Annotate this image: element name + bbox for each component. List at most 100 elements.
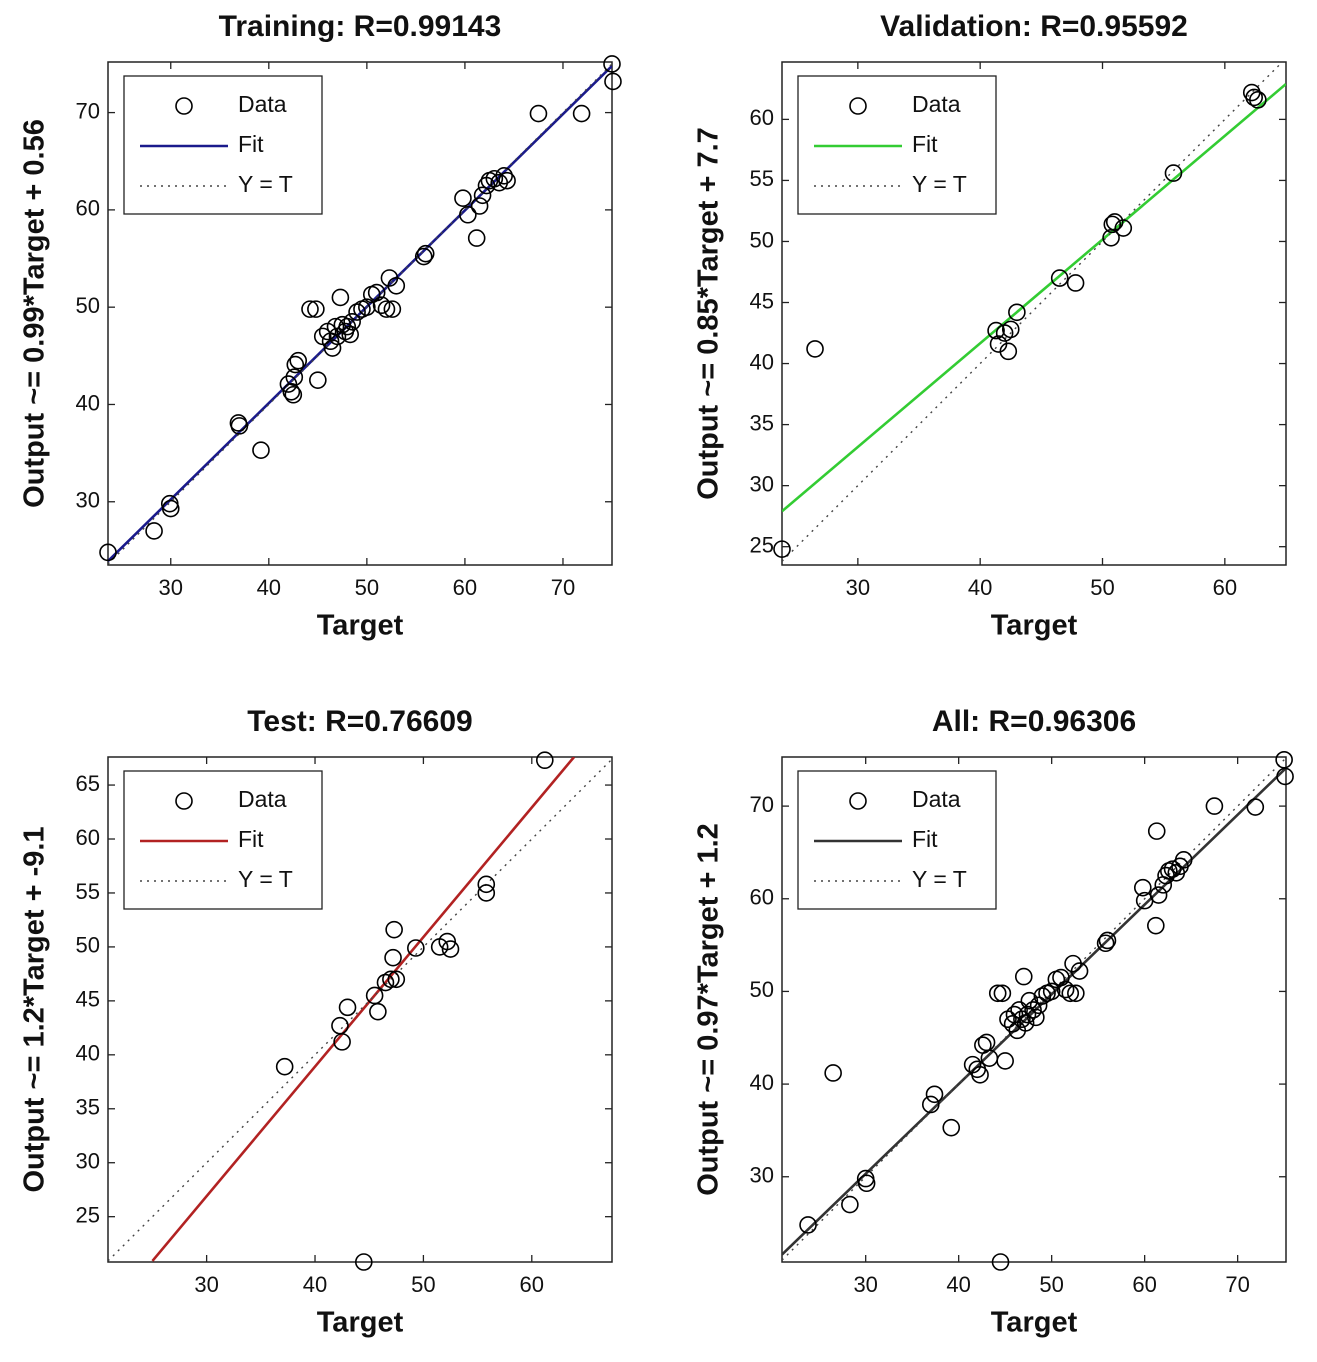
data-point (1147, 916, 1165, 935)
data-point (485, 169, 504, 188)
data-point (358, 298, 376, 316)
data-point (1027, 1008, 1045, 1027)
data-point (1163, 860, 1182, 878)
data-point (773, 540, 791, 558)
y-axis-label: Output ~= 0.99*Target + 0.56 (19, 119, 51, 508)
data-point (161, 499, 180, 518)
data-point (1029, 996, 1048, 1015)
y-tick-label: 45 (750, 288, 774, 313)
x-axis-label: Target (991, 1307, 1078, 1339)
x-tick-label: 70 (551, 575, 575, 600)
x-tick-label: 30 (159, 575, 183, 600)
x-axis-label: Target (317, 610, 404, 642)
chart-title: Validation: R=0.95592 (880, 10, 1188, 43)
x-tick-label: 70 (1225, 1272, 1249, 1297)
y-tick-label: 50 (750, 977, 774, 1002)
data-point (333, 1033, 351, 1051)
legend-label: Y = T (238, 171, 293, 197)
x-tick-label: 60 (1132, 1272, 1156, 1297)
data-point (286, 355, 305, 374)
data-point (387, 970, 406, 989)
data-point (799, 1216, 817, 1234)
y-axis-label: Output ~= 0.97*Target + 1.2 (693, 823, 725, 1196)
data-point (441, 940, 460, 958)
x-tick-label: 50 (411, 1272, 435, 1297)
legend-label: Y = T (912, 171, 967, 197)
data-point (1067, 984, 1085, 1003)
x-tick-label: 40 (968, 575, 992, 600)
data-point (987, 321, 1005, 340)
y-tick-label: 40 (750, 1070, 774, 1095)
data-point (309, 371, 327, 389)
data-point (824, 1064, 842, 1082)
data-point (1096, 934, 1115, 953)
data-point (1245, 88, 1263, 107)
chart-title: Test: R=0.76609 (247, 705, 472, 738)
fit-line (782, 82, 1286, 513)
x-tick-label: 60 (520, 1272, 544, 1297)
data-point (377, 300, 396, 318)
identity-line (782, 62, 1283, 562)
data-point (323, 339, 342, 357)
data-point (604, 72, 622, 91)
data-point (1249, 91, 1267, 109)
data-point (99, 543, 117, 562)
data-point (365, 986, 384, 1005)
plot-content (108, 757, 612, 1262)
data-point (354, 1253, 373, 1271)
panel: 30 40 50 60 70 30 40 50 60 70 Training: R=0.99143 T… (19, 10, 622, 642)
data-point (1103, 215, 1122, 234)
legend-label: Fit (912, 131, 938, 157)
data-point (338, 998, 357, 1017)
data-point (372, 296, 391, 315)
data-point (1018, 1005, 1037, 1024)
y-axis-label: Output ~= 1.2*Target + -9.1 (19, 826, 51, 1192)
y-tick-label: 25 (750, 532, 774, 557)
legend-label: Fit (238, 826, 264, 852)
data-point (1061, 984, 1080, 1003)
data-point (1246, 798, 1265, 816)
legend-marker (175, 97, 193, 115)
data-point (1033, 987, 1052, 1005)
chart-title: Training: R=0.99143 (219, 10, 502, 43)
data-point (459, 205, 477, 224)
y-tick-label: 60 (76, 196, 100, 221)
x-tick-label: 40 (946, 1272, 970, 1297)
legend-label: Data (912, 786, 961, 812)
data-point (284, 385, 303, 404)
data-point (438, 932, 457, 951)
data-point (341, 325, 359, 344)
data-point (387, 276, 406, 295)
data-point (993, 984, 1012, 1003)
data-point (1276, 767, 1294, 786)
x-axis-label: Target (991, 610, 1078, 642)
legend-label: Y = T (912, 866, 967, 892)
data-point (857, 1174, 876, 1193)
x-tick-label: 50 (1039, 1272, 1063, 1297)
data-point (1008, 303, 1026, 322)
legend-label: Fit (238, 131, 264, 157)
y-tick-label: 60 (76, 825, 100, 850)
data-point (307, 300, 325, 318)
data-point (1133, 878, 1152, 897)
x-tick-label: 40 (257, 575, 281, 600)
data-point (454, 189, 472, 208)
data-point (1024, 1001, 1042, 1019)
data-point (477, 875, 496, 894)
data-point (1205, 797, 1224, 815)
data-point (991, 1253, 1010, 1271)
data-point (282, 383, 301, 401)
x-tick-label: 60 (453, 575, 477, 600)
x-tick-label: 40 (303, 1272, 327, 1297)
y-tick-label: 50 (76, 933, 100, 958)
data-point (1014, 967, 1033, 986)
data-point (498, 171, 516, 190)
data-point (1001, 320, 1020, 339)
data-point (942, 1118, 961, 1137)
y-tick-label: 40 (76, 1041, 100, 1066)
data-point (348, 303, 366, 321)
data-point (301, 300, 319, 318)
y-axis-label: Output ~= 0.85*Target + 7.7 (693, 127, 725, 500)
